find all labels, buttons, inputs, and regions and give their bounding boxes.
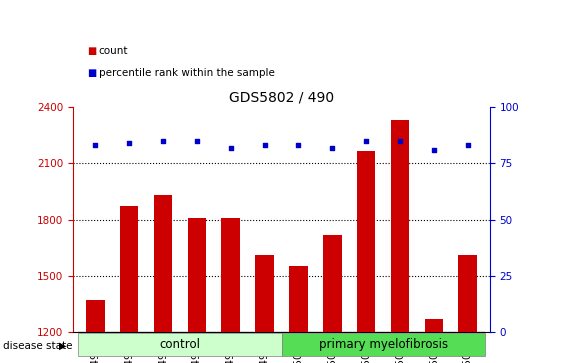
Text: percentile rank within the sample: percentile rank within the sample [99, 68, 274, 78]
Bar [221, 218, 240, 332]
Bar [154, 195, 172, 332]
Point [396, 138, 405, 144]
Bar [289, 266, 308, 332]
Point [158, 138, 167, 144]
Text: ■: ■ [87, 68, 96, 78]
Bar [255, 255, 274, 332]
Bar [78, 333, 282, 356]
Text: ■: ■ [87, 46, 96, 56]
Text: primary myelofibrosis: primary myelofibrosis [319, 338, 448, 351]
Bar [357, 151, 376, 332]
Text: control: control [159, 338, 200, 351]
Bar [391, 120, 409, 332]
Text: count: count [99, 46, 128, 56]
Bar [282, 333, 485, 356]
Point [226, 145, 235, 151]
Point [124, 140, 133, 146]
Point [294, 142, 303, 148]
Point [193, 138, 202, 144]
Point [361, 138, 370, 144]
Point [463, 142, 472, 148]
Text: ▶: ▶ [59, 340, 66, 351]
Bar [425, 319, 443, 332]
Point [91, 142, 100, 148]
Title: GDS5802 / 490: GDS5802 / 490 [229, 90, 334, 105]
Bar [120, 207, 138, 332]
Point [328, 145, 337, 151]
Text: disease state: disease state [3, 340, 72, 351]
Point [260, 142, 269, 148]
Point [430, 147, 439, 153]
Bar [458, 255, 477, 332]
Bar [187, 218, 206, 332]
Bar [323, 234, 342, 332]
Bar [86, 300, 105, 332]
